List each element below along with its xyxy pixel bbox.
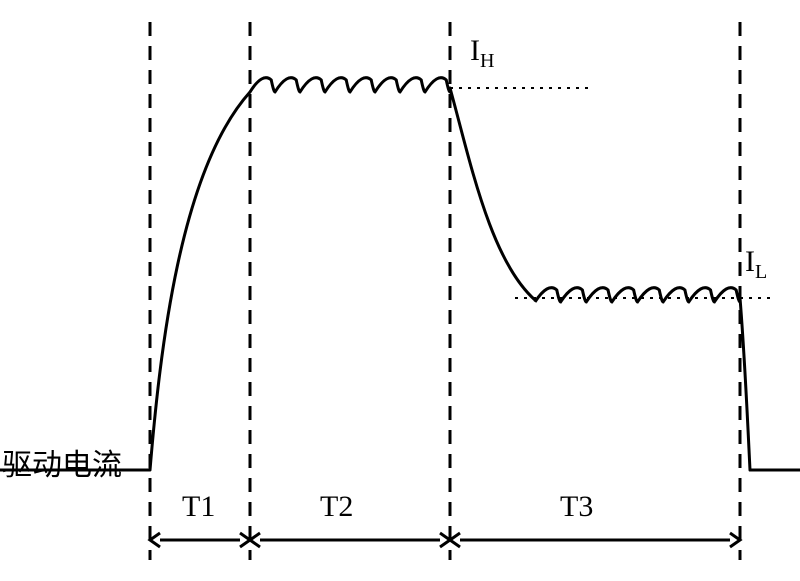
level-label-high: IH xyxy=(470,34,494,73)
il-sub: L xyxy=(755,261,767,283)
ih-sub: H xyxy=(480,50,494,72)
il-main: I xyxy=(745,245,755,278)
phase-label-t1: T1 xyxy=(182,490,215,524)
ih-main: I xyxy=(470,34,480,67)
waveform-diagram: 驱动电流 IH IL T1 T2 T3 xyxy=(0,0,800,581)
y-axis-label: 驱动电流 xyxy=(2,440,122,484)
waveform-svg xyxy=(0,0,800,581)
level-label-low: IL xyxy=(745,245,767,284)
phase-label-t2: T2 xyxy=(320,490,353,524)
phase-label-t3: T3 xyxy=(560,490,593,524)
